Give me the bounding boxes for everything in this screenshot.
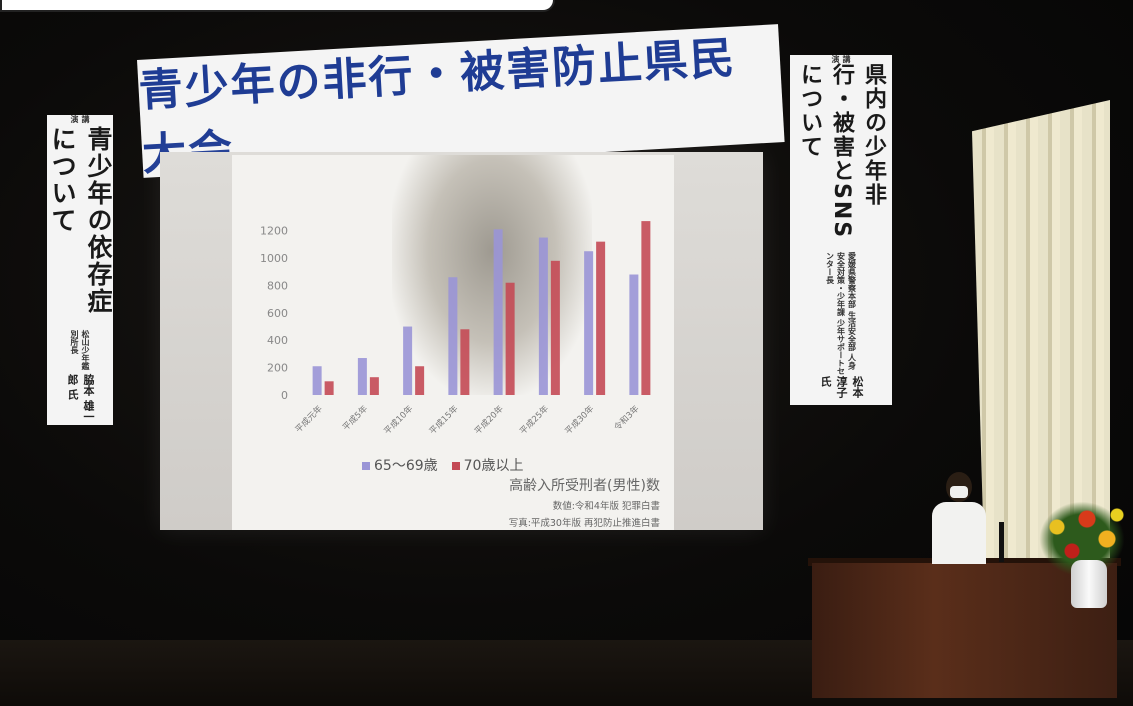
- bar-65-69: [538, 237, 548, 395]
- bar-chart: 020040060080010001200平成元年 平成5年 平成10年 平成15年平…: [260, 221, 651, 437]
- left-lecture-banner: 講演 青少年の依存症について 松山少年鑑別所長 脇本 雄一郎 氏: [47, 115, 113, 425]
- legend-label-70-plus: 70歳以上: [463, 458, 524, 474]
- bar-70-plus: [505, 282, 515, 395]
- slide-caption-source1: 数値:令和4年版 犯罪白書: [552, 501, 660, 512]
- x-tick-label: 令和3年: [612, 403, 642, 433]
- x-tick-label: 平成20年: [472, 403, 506, 437]
- right-banner-affiliation: 愛媛県警察本部 生活安全部 人身安全対策・少年課 少年サポートセンター長: [825, 252, 857, 376]
- left-banner-title: 青少年の依存症について: [48, 126, 113, 315]
- chart-legend: 65〜69歳 70歳以上: [362, 455, 523, 475]
- bar-70-plus: [415, 366, 425, 395]
- bar-65-69: [448, 277, 458, 395]
- right-lecture-banner: 講演 県内の少年非行・被害とSNSについて 愛媛県警察本部 生活安全部 人身安全…: [790, 55, 892, 405]
- y-tick-label: 200: [267, 362, 288, 375]
- bar-65-69: [629, 274, 639, 395]
- bar-65-69: [357, 358, 367, 395]
- x-tick-label: 平成5年: [340, 403, 370, 433]
- right-banner-title: 県内の少年非行・被害とSNSについて: [797, 63, 886, 240]
- x-tick-label: 平成元年: [293, 403, 325, 435]
- y-tick-label: 400: [267, 334, 288, 347]
- vase: [1071, 560, 1107, 608]
- microphone-stand: [999, 522, 1004, 562]
- bar-65-69: [493, 229, 503, 395]
- legend-item-70-plus: 70歳以上: [451, 455, 524, 475]
- bar-70-plus: [550, 260, 560, 395]
- slide-caption: 高齢入所受刑者(男性)数 数値:令和4年版 犯罪白書 写真:平成30年版 再犯防…: [509, 475, 660, 529]
- bar-70-plus: [641, 221, 651, 395]
- bar-65-69: [312, 366, 322, 395]
- bar-70-plus: [596, 241, 606, 395]
- slide-caption-title: 高齢入所受刑者(男性)数: [509, 478, 660, 494]
- slide-caption-source2: 写真:平成30年版 再犯防止推進白書: [508, 518, 660, 529]
- bar-65-69: [403, 326, 413, 395]
- projection-screen: 0 200 400 600 800 1000 1200 平成元年 平成5年 平成10年 平成15年平…: [160, 152, 763, 530]
- bar-65-69: [584, 251, 594, 395]
- left-banner-affiliation: 松山少年鑑別所長: [70, 330, 90, 371]
- bar-70-plus: [460, 329, 470, 395]
- x-tick-label: 平成30年: [563, 403, 597, 437]
- right-banner-speaker: 松本 淳子 氏: [819, 376, 864, 399]
- y-tick-label: 1000: [260, 252, 288, 265]
- bar-70-plus: [324, 381, 334, 395]
- left-banner-tag: 講演: [70, 115, 90, 123]
- legend-item-65-69: 65〜69歳: [362, 455, 438, 475]
- face-mask: [950, 486, 968, 498]
- x-tick-label: 平成10年: [382, 403, 416, 437]
- y-tick-label: 1200: [260, 225, 288, 238]
- y-tick-label: 0: [281, 389, 288, 402]
- bar-70-plus: [369, 377, 379, 395]
- podium: [812, 563, 1117, 698]
- legend-label-65-69: 65〜69歳: [374, 458, 438, 474]
- y-tick-label: 800: [267, 279, 288, 292]
- x-tick-label: 平成15年: [427, 403, 461, 437]
- overlay-tab: [0, 0, 555, 12]
- speaker-body: [932, 502, 986, 564]
- y-tick-label: 600: [267, 307, 288, 320]
- presentation-slide: 0 200 400 600 800 1000 1200 平成元年 平成5年 平成10年 平成15年平…: [232, 155, 674, 530]
- left-banner-speaker: 脇本 雄一郎 氏: [66, 374, 95, 423]
- right-banner-tag: 講演: [831, 55, 851, 63]
- speaker-person: [928, 472, 990, 564]
- x-tick-label: 平成25年: [518, 403, 552, 437]
